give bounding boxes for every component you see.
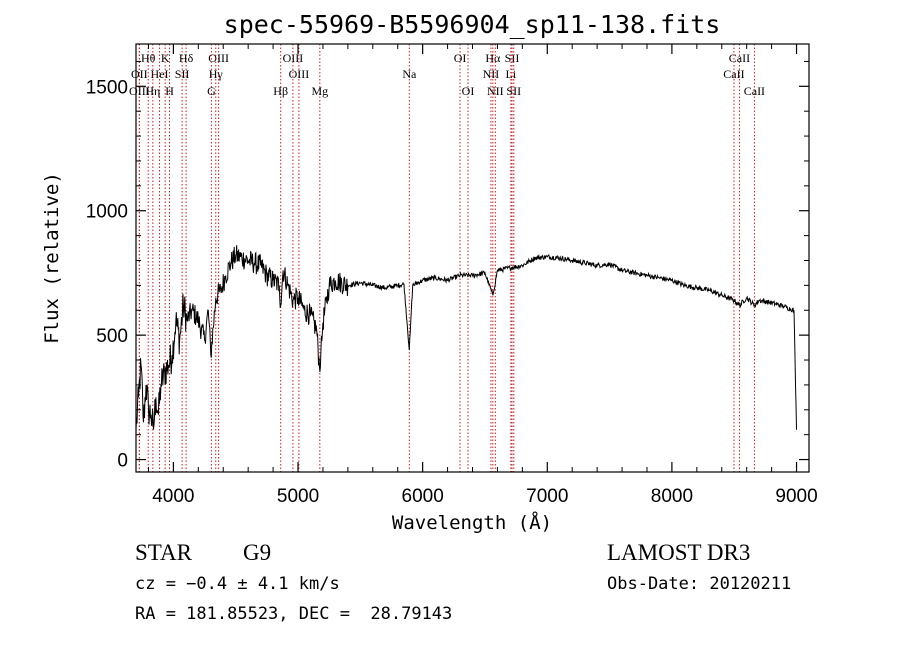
marker-label: Hγ [209, 67, 224, 81]
x-tick-label: 5000 [277, 486, 319, 507]
x-tick-label: 7000 [526, 486, 568, 507]
marker-label: CaII [723, 67, 744, 81]
y-axis-ticks: 0 500 1000 1500 [86, 60, 809, 472]
y-tick-label: 1500 [86, 77, 128, 98]
marker-label: OIII [289, 67, 310, 81]
observation-date: Obs-Date: 20120211 [607, 574, 792, 594]
marker-label: Hδ [179, 51, 194, 65]
x-tick-label: 9000 [775, 486, 817, 507]
object-class: STAR [135, 540, 192, 565]
marker-label: CaII [744, 84, 765, 98]
y-axis-label: Flux (relative) [41, 172, 63, 344]
marker-label: Li [506, 67, 517, 81]
marker-label: SII [175, 67, 190, 81]
marker-label: OIII [129, 84, 150, 98]
marker-label: Hη [145, 84, 160, 98]
marker-label: Mg [311, 84, 328, 98]
survey-name: LAMOST DR3 [607, 540, 751, 565]
marker-label: NII [487, 84, 504, 98]
marker-label: Hθ [141, 51, 156, 65]
marker-label: OIII [208, 51, 229, 65]
marker-label: SII [506, 84, 521, 98]
x-tick-label: 4000 [152, 486, 194, 507]
marker-label: G [207, 84, 216, 98]
marker-label: Hβ [273, 84, 288, 98]
marker-label: Na [402, 67, 417, 81]
spectrum-line [135, 245, 797, 430]
y-tick-label: 500 [96, 326, 128, 347]
marker-label: Hα [485, 51, 501, 65]
marker-label: NII [483, 67, 500, 81]
chart-title: spec-55969-B5596904_sp11-138.fits [224, 10, 721, 39]
y-tick-label: 0 [117, 451, 128, 472]
marker-label: SII [505, 51, 520, 65]
marker-label: OI [462, 84, 475, 98]
marker-label: OI [454, 51, 467, 65]
y-tick-label: 1000 [86, 202, 128, 223]
marker-label: H [165, 84, 174, 98]
coordinates: RA = 181.85523, DEC = 28.79143 [135, 604, 453, 624]
redshift-readout: cz = −0.4 ± 4.1 km/s [135, 574, 340, 594]
x-tick-label: 8000 [651, 486, 693, 507]
marker-label: CaII [729, 51, 750, 65]
marker-label: K [161, 51, 170, 65]
x-axis-ticks: 4000 5000 6000 7000 8000 9000 [147, 44, 818, 507]
spectrum-series [135, 245, 797, 430]
x-axis-label: Wavelength (Å) [392, 511, 552, 534]
marker-label: OIII [283, 51, 304, 65]
object-subclass: G9 [243, 540, 272, 565]
marker-label: HeI [151, 67, 169, 81]
x-tick-label: 6000 [402, 486, 444, 507]
marker-label: OII [131, 67, 148, 81]
